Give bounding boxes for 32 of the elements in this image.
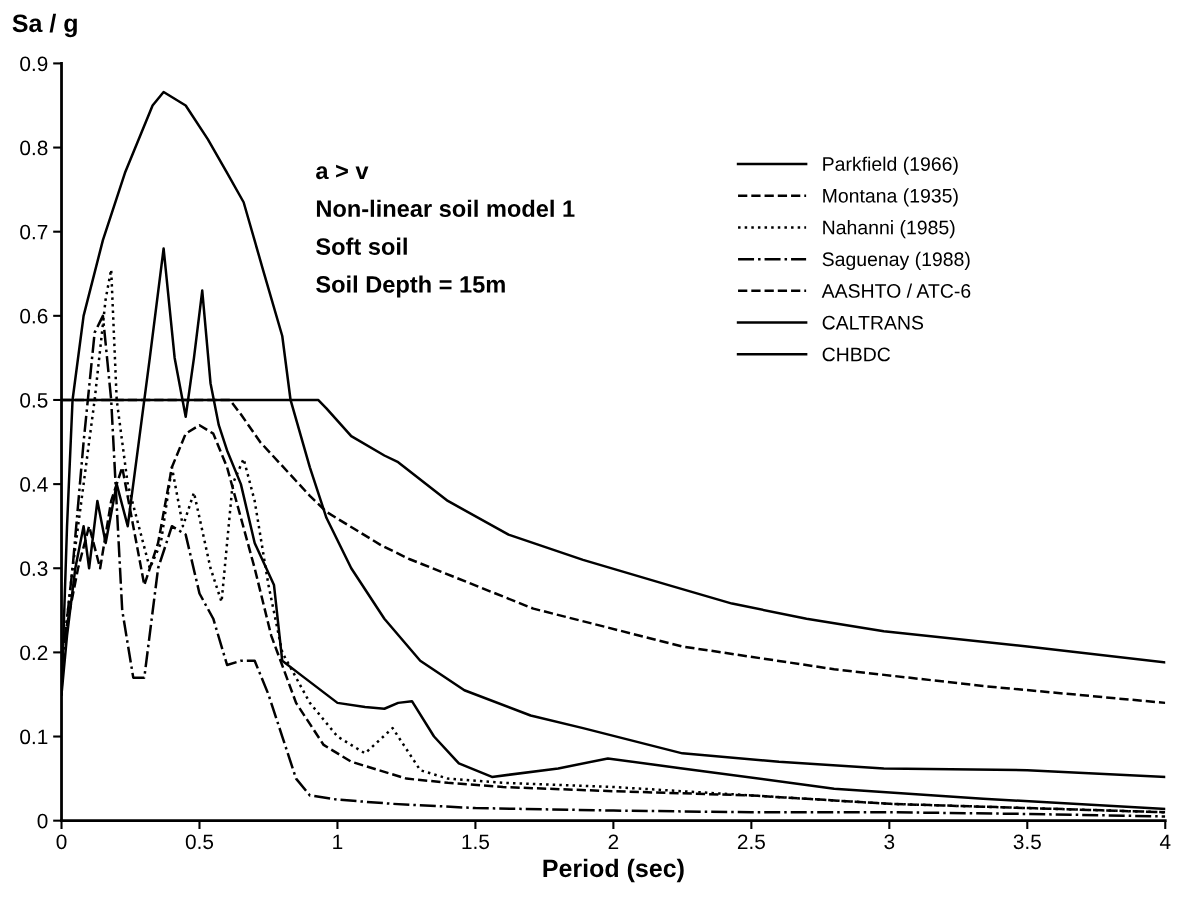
y-tick-label: 0.3 [20,561,48,576]
y-tick-label: 0.8 [20,140,48,156]
x-tick-label: 0.5 [185,834,214,850]
x-tick-label: 2 [608,834,619,849]
legend-label: Parkfield (1966) [823,156,958,175]
y-tick-label: 0.7 [20,224,48,240]
legend-label: Saguenay (1988) [822,251,970,270]
legend-label: Montana (1935) [823,188,958,207]
y-tick-label: 0.4 [20,477,48,492]
y-axis-title: Sa / g [12,13,77,38]
y-tick-label: 0.6 [20,308,48,324]
annotation: Non-linear soil model 1 [316,199,575,218]
y-tick-label: 0.1 [20,729,48,745]
annotation: Soft soil [316,237,407,255]
legend-label: Nahanni (1985) [823,220,955,239]
legend-label: CALTRANS [822,315,924,330]
y-tick-label: 0.5 [20,392,48,408]
legend-label: CHBDC [822,347,891,362]
annotation: a > v [316,164,369,180]
x-tick-label: 2.5 [737,834,765,850]
x-tick-label: 3.5 [1013,834,1041,850]
x-tick-label: 4 [1159,834,1171,849]
x-tick-label: 0 [56,834,67,850]
y-tick-label: 0.9 [20,56,48,72]
x-tick-label: 3 [884,834,895,850]
y-tick-label: 0.2 [20,645,48,661]
x-axis-title: Period (sec) [543,858,684,883]
annotation: Soil Depth = 15m [316,275,505,298]
y-tick-label: 0 [37,813,48,829]
x-tick-label: 1 [333,834,343,849]
legend-label: AASHTO / ATC-6 [821,283,971,298]
x-tick-label: 1.5 [462,834,490,850]
